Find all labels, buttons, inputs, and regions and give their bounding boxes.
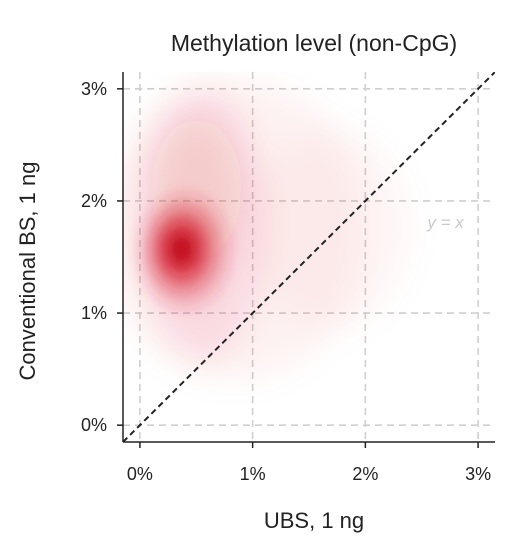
reference-line-layer — [123, 72, 495, 442]
x-tick-label-0: 0% — [127, 464, 153, 484]
y-tick-label-0: 0% — [81, 415, 107, 435]
chart-title: Methylation level (non-CpG) — [170, 30, 458, 56]
x-tick-label-3: 3% — [465, 464, 491, 484]
axis-layer — [117, 72, 495, 448]
density-right-tail — [252, 129, 412, 329]
density-layer — [123, 79, 412, 380]
reference-line — [123, 72, 495, 442]
y-tick-label-1: 1% — [81, 303, 107, 323]
x-tick-label-2: 2% — [352, 464, 378, 484]
density-peak — [167, 232, 196, 267]
y-tick-label-2: 2% — [81, 191, 107, 211]
x-tick-label-1: 1% — [240, 464, 266, 484]
density-core-group — [138, 193, 231, 310]
y-tick-label-3: 3% — [81, 79, 107, 99]
reference-line-label: y = x — [426, 213, 464, 232]
x-axis-label: UBS, 1 ng — [263, 508, 365, 533]
tick-label-layer: 0% 1% 2% 3% 0% 1% 2% 3% — [81, 79, 491, 484]
